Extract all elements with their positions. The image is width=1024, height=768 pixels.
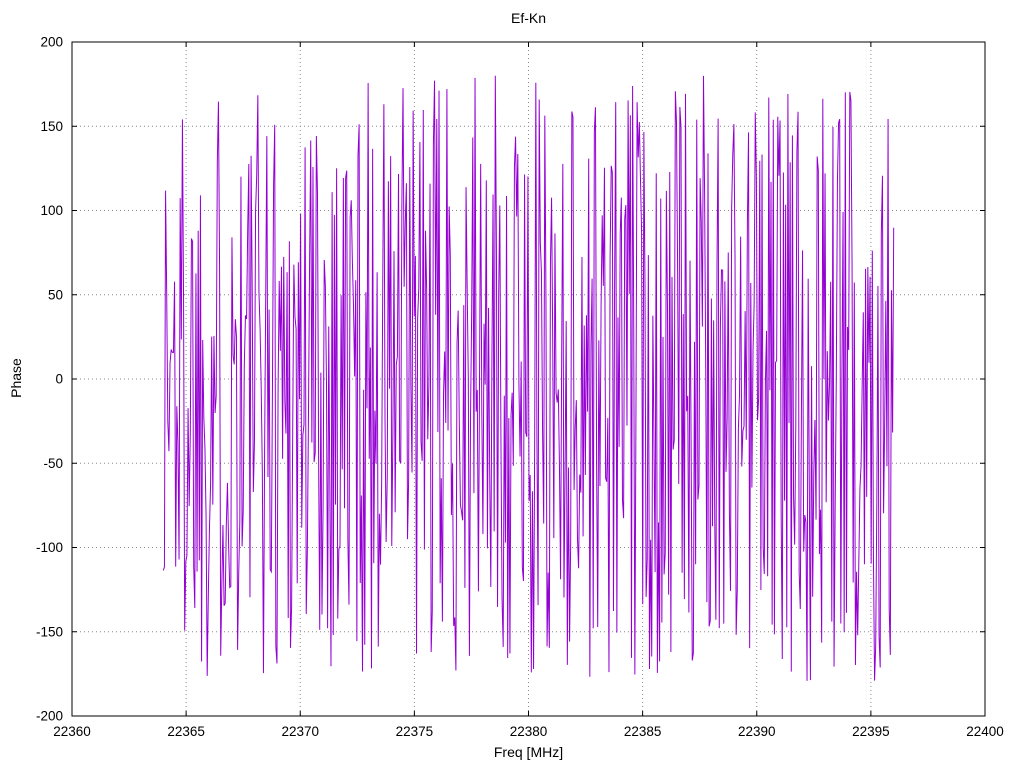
y-tick-label: 100: [40, 203, 63, 218]
y-tick-label: -150: [36, 624, 63, 639]
y-tick-label: -100: [36, 540, 63, 555]
x-tick-label: 22375: [396, 724, 434, 739]
x-tick-label: 22400: [966, 724, 1004, 739]
y-tick-label: -50: [43, 456, 63, 471]
plot-title: Ef-Kn: [510, 10, 546, 26]
y-tick-label: 50: [48, 287, 63, 302]
x-tick-label: 22365: [167, 724, 205, 739]
x-tick-label: 22380: [510, 724, 548, 739]
data-series-phase: [162, 75, 895, 681]
x-axis-label: Freq [MHz]: [493, 744, 564, 760]
y-tick-label: 150: [40, 119, 63, 134]
y-tick-label: 0: [55, 372, 63, 387]
x-tick-label: 22390: [738, 724, 776, 739]
x-tick-label: 22360: [53, 724, 91, 739]
x-tick-label: 22395: [852, 724, 890, 739]
x-tick-label: 22385: [624, 724, 662, 739]
y-tick-label: -200: [36, 709, 63, 724]
x-tick-label: 22370: [281, 724, 319, 739]
y-tick-label: 200: [40, 35, 63, 50]
